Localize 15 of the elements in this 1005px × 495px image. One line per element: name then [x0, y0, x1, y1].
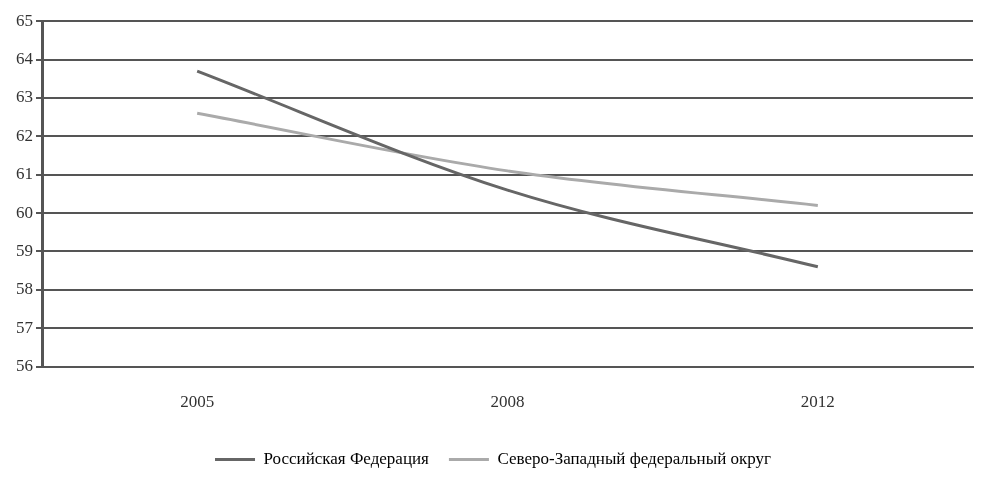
y-tick-label: 64: [16, 49, 34, 69]
x-tick-label: 2005: [180, 392, 215, 412]
x-tick-label: 2008: [490, 392, 525, 412]
y-tick-label: 62: [16, 125, 33, 145]
y-tick-label: 56: [16, 356, 33, 376]
legend-label: Российская Федерация: [263, 448, 430, 468]
y-tick-label: 60: [16, 202, 33, 222]
y-tick-label: 61: [16, 164, 33, 184]
y-tick-label: 57: [16, 317, 34, 337]
y-tick-label: 59: [16, 240, 33, 260]
y-tick-label: 63: [16, 87, 33, 107]
y-tick-label: 65: [16, 10, 33, 30]
x-tick-label: 2012: [800, 392, 835, 412]
legend-label: Северо-Западный федеральный округ: [497, 448, 772, 468]
y-tick-label: 58: [16, 279, 33, 299]
